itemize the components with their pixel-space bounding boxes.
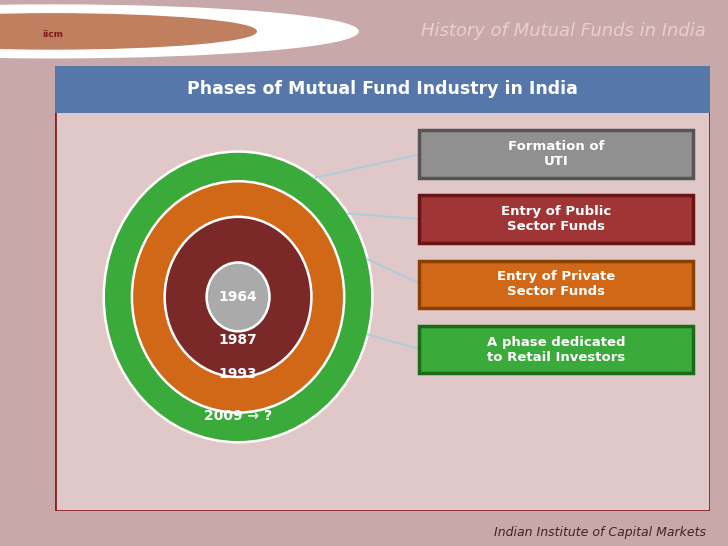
Bar xyxy=(55,66,710,113)
Text: Entry of Public
Sector Funds: Entry of Public Sector Funds xyxy=(501,205,611,233)
FancyBboxPatch shape xyxy=(419,130,693,177)
Ellipse shape xyxy=(165,217,312,377)
Text: History of Mutual Funds in India: History of Mutual Funds in India xyxy=(422,22,706,40)
Ellipse shape xyxy=(207,263,269,331)
Text: 2009 → ?: 2009 → ? xyxy=(204,408,272,423)
Text: Formation of
UTI: Formation of UTI xyxy=(507,140,604,168)
Ellipse shape xyxy=(132,181,344,413)
Circle shape xyxy=(0,14,256,49)
Text: 1987: 1987 xyxy=(218,333,258,347)
Circle shape xyxy=(0,5,358,58)
Text: 1964: 1964 xyxy=(218,290,258,304)
Text: iicm: iicm xyxy=(42,30,63,39)
Text: Indian Institute of Capital Markets: Indian Institute of Capital Markets xyxy=(494,526,706,539)
Text: A phase dedicated
to Retail Investors: A phase dedicated to Retail Investors xyxy=(486,336,625,364)
Text: Phases of Mutual Fund Industry in India: Phases of Mutual Fund Industry in India xyxy=(187,80,577,98)
Ellipse shape xyxy=(104,152,372,442)
FancyBboxPatch shape xyxy=(419,195,693,243)
Text: Entry of Private
Sector Funds: Entry of Private Sector Funds xyxy=(496,270,615,299)
FancyBboxPatch shape xyxy=(419,326,693,373)
Text: 1993: 1993 xyxy=(218,367,258,381)
FancyBboxPatch shape xyxy=(419,261,693,308)
